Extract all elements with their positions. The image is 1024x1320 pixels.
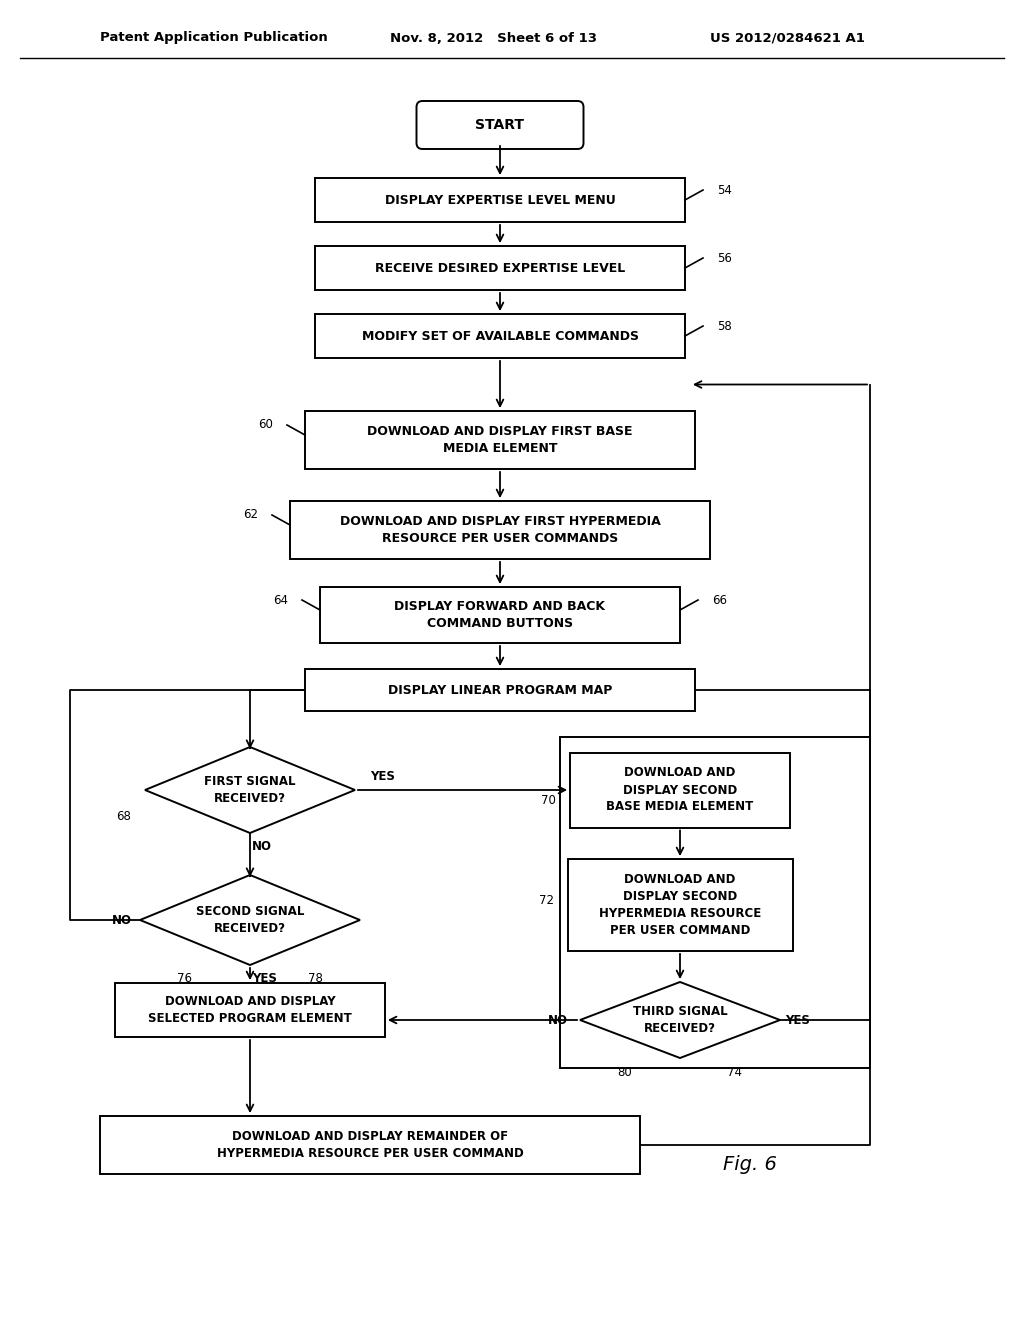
Text: DOWNLOAD AND DISPLAY REMAINDER OF
HYPERMEDIA RESOURCE PER USER COMMAND: DOWNLOAD AND DISPLAY REMAINDER OF HYPERM… <box>217 1130 523 1160</box>
Text: DOWNLOAD AND DISPLAY
SELECTED PROGRAM ELEMENT: DOWNLOAD AND DISPLAY SELECTED PROGRAM EL… <box>148 995 352 1026</box>
Bar <box>315 314 685 358</box>
Text: Patent Application Publication: Patent Application Publication <box>100 32 328 45</box>
Bar <box>290 502 710 558</box>
Bar <box>319 587 680 643</box>
Text: YES: YES <box>253 973 278 986</box>
Text: THIRD SIGNAL
RECEIVED?: THIRD SIGNAL RECEIVED? <box>633 1005 727 1035</box>
Text: 54: 54 <box>717 183 732 197</box>
Bar <box>567 859 793 950</box>
Text: 70: 70 <box>541 793 556 807</box>
Text: 80: 80 <box>617 1065 633 1078</box>
Text: FIRST SIGNAL
RECEIVED?: FIRST SIGNAL RECEIVED? <box>204 775 296 805</box>
Bar <box>560 737 870 1068</box>
Text: YES: YES <box>785 1014 810 1027</box>
Text: 58: 58 <box>717 319 732 333</box>
Text: US 2012/0284621 A1: US 2012/0284621 A1 <box>710 32 865 45</box>
Text: 56: 56 <box>717 252 732 264</box>
Text: 78: 78 <box>307 973 323 986</box>
Text: SECOND SIGNAL
RECEIVED?: SECOND SIGNAL RECEIVED? <box>196 906 304 935</box>
Text: DISPLAY FORWARD AND BACK
COMMAND BUTTONS: DISPLAY FORWARD AND BACK COMMAND BUTTONS <box>394 601 605 630</box>
Text: NO: NO <box>548 1014 568 1027</box>
Text: 74: 74 <box>727 1065 742 1078</box>
Text: RECEIVE DESIRED EXPERTISE LEVEL: RECEIVE DESIRED EXPERTISE LEVEL <box>375 261 625 275</box>
Text: DISPLAY EXPERTISE LEVEL MENU: DISPLAY EXPERTISE LEVEL MENU <box>385 194 615 206</box>
Bar <box>315 178 685 222</box>
Text: DOWNLOAD AND
DISPLAY SECOND
BASE MEDIA ELEMENT: DOWNLOAD AND DISPLAY SECOND BASE MEDIA E… <box>606 767 754 813</box>
Text: 76: 76 <box>177 973 193 986</box>
Text: START: START <box>475 117 524 132</box>
Text: 72: 72 <box>539 894 554 907</box>
Text: 68: 68 <box>116 810 131 822</box>
Polygon shape <box>145 747 355 833</box>
Text: DOWNLOAD AND DISPLAY FIRST HYPERMEDIA
RESOURCE PER USER COMMANDS: DOWNLOAD AND DISPLAY FIRST HYPERMEDIA RE… <box>340 515 660 545</box>
Text: Fig. 6: Fig. 6 <box>723 1155 777 1175</box>
Polygon shape <box>580 982 780 1059</box>
Text: DOWNLOAD AND
DISPLAY SECOND
HYPERMEDIA RESOURCE
PER USER COMMAND: DOWNLOAD AND DISPLAY SECOND HYPERMEDIA R… <box>599 873 761 937</box>
FancyBboxPatch shape <box>417 102 584 149</box>
Bar <box>305 411 695 469</box>
Text: YES: YES <box>371 770 395 783</box>
Text: MODIFY SET OF AVAILABLE COMMANDS: MODIFY SET OF AVAILABLE COMMANDS <box>361 330 639 342</box>
Text: 64: 64 <box>273 594 288 606</box>
Bar <box>100 1115 640 1173</box>
Text: NO: NO <box>252 841 272 854</box>
Text: 60: 60 <box>258 418 273 432</box>
Bar <box>570 752 790 828</box>
Polygon shape <box>140 875 360 965</box>
Text: DISPLAY LINEAR PROGRAM MAP: DISPLAY LINEAR PROGRAM MAP <box>388 684 612 697</box>
Text: 62: 62 <box>243 508 258 521</box>
Text: Nov. 8, 2012   Sheet 6 of 13: Nov. 8, 2012 Sheet 6 of 13 <box>390 32 597 45</box>
Bar <box>115 983 385 1038</box>
Text: NO: NO <box>112 913 132 927</box>
Bar <box>315 246 685 290</box>
Bar <box>305 669 695 711</box>
Text: DOWNLOAD AND DISPLAY FIRST BASE
MEDIA ELEMENT: DOWNLOAD AND DISPLAY FIRST BASE MEDIA EL… <box>368 425 633 455</box>
Text: 66: 66 <box>712 594 727 606</box>
